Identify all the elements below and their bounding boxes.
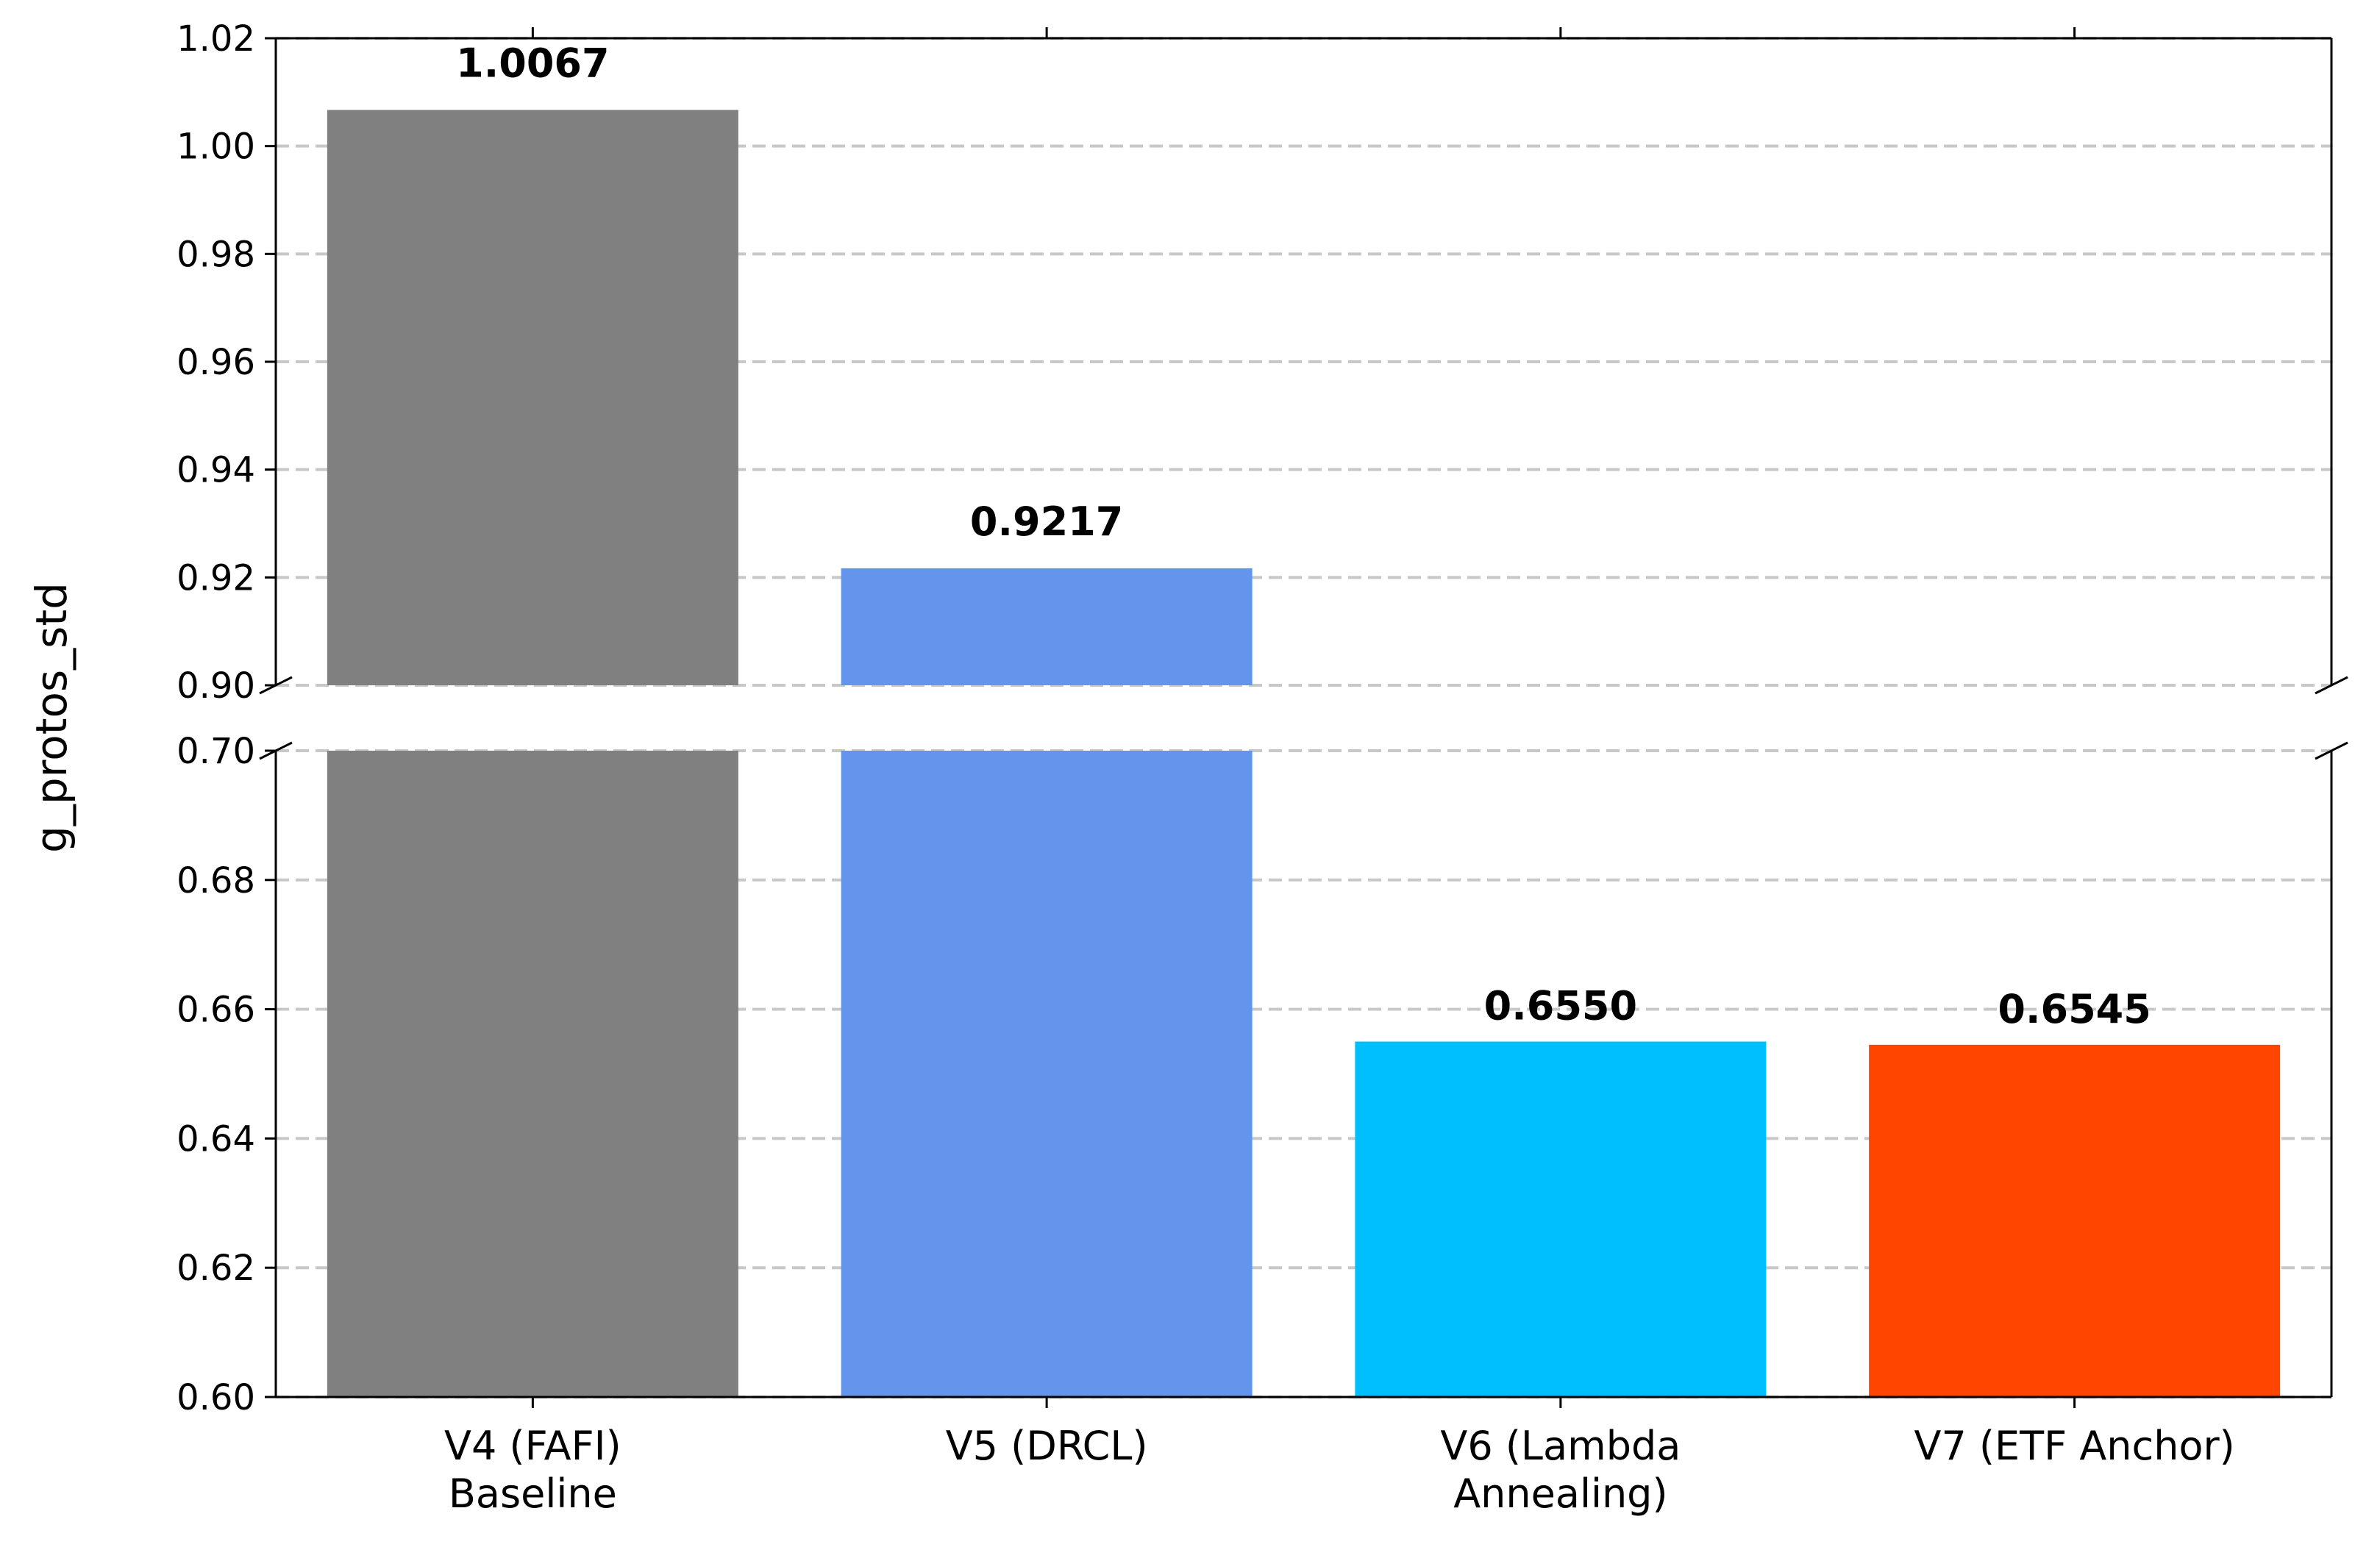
- y-tick-label: 0.98: [177, 234, 255, 275]
- y-tick-label: 0.92: [177, 557, 255, 599]
- y-tick-label: 0.66: [177, 990, 255, 1031]
- bar: [841, 751, 1253, 1397]
- data-label: 0.9217: [970, 499, 1123, 545]
- y-tick-label: 1.02: [177, 18, 255, 60]
- bar: [1355, 1041, 1767, 1397]
- category-label: V5 (DRCL): [946, 1423, 1148, 1469]
- y-tick-label: 0.62: [177, 1248, 255, 1289]
- y-tick-label: 0.96: [177, 342, 255, 383]
- axis-break-mark: [2315, 676, 2348, 695]
- category-label: V4 (FAFI) Baseline: [444, 1423, 621, 1517]
- category-label: V6 (Lambda Annealing): [1440, 1423, 1681, 1517]
- bar: [327, 751, 738, 1397]
- bar-upper-segment: [327, 110, 738, 686]
- y-tick-label: 0.94: [177, 450, 255, 491]
- y-tick-label: 0.70: [177, 731, 255, 772]
- y-tick-label: 0.60: [177, 1377, 255, 1418]
- bar-upper-segment: [841, 568, 1253, 685]
- data-label: 1.0067: [456, 40, 609, 87]
- y-tick-label: 0.68: [177, 860, 255, 901]
- axis-ticks: [265, 27, 2076, 1408]
- bar: [1869, 1044, 2281, 1397]
- data-label: 0.6545: [1998, 986, 2151, 1032]
- data-label: 0.6550: [1484, 983, 1637, 1029]
- bars: [327, 110, 2281, 1397]
- y-tick-label: 0.64: [177, 1118, 255, 1160]
- y-axis-title: g_protos_std: [26, 582, 76, 853]
- labels: 1.0067 V4 (FAFI) Baseline 0.9217 V5 (DRCL) 0.…: [177, 18, 2235, 1517]
- category-label: V7 (ETF Anchor): [1914, 1423, 2235, 1469]
- axis-break-mark: [2315, 741, 2348, 760]
- y-tick-label: 0.90: [177, 665, 255, 707]
- y-tick-label: 1.00: [177, 126, 255, 168]
